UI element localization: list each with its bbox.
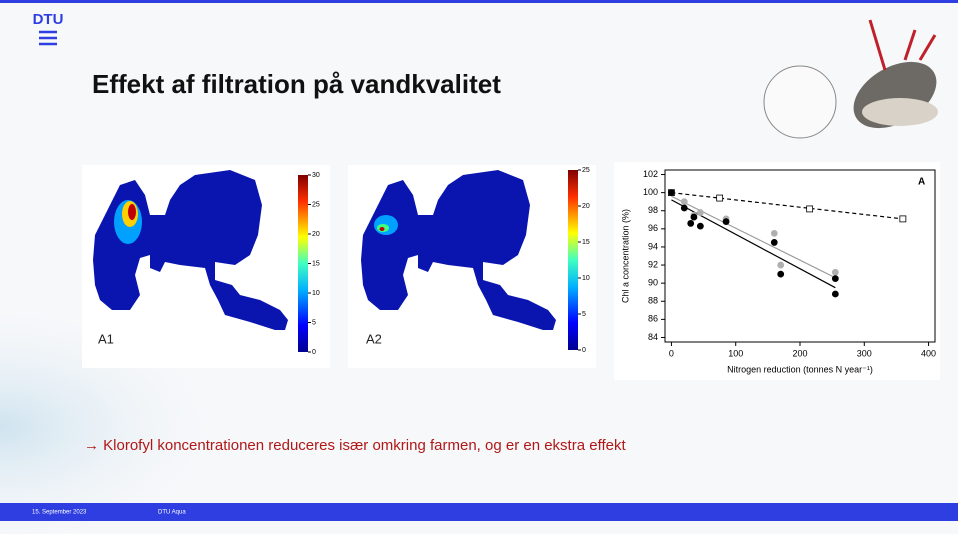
colorbar-tick-label: 10 [582, 275, 590, 282]
colorbar-tick-label: 15 [582, 239, 590, 246]
data-point [697, 223, 703, 229]
data-point [771, 239, 777, 245]
colorbar-tick-label: 0 [582, 347, 586, 354]
x-tick-label: 300 [857, 348, 872, 358]
map-label: A2 [366, 331, 382, 346]
slide: DTU Effekt af filtration på vandkvalitet… [0, 0, 958, 534]
data-point [778, 262, 784, 268]
data-point [778, 271, 784, 277]
colorbar-tick-label: 15 [312, 260, 320, 267]
map-label: A1 [98, 331, 114, 346]
data-point [668, 190, 674, 196]
y-tick-label: 94 [648, 241, 658, 251]
data-point [900, 216, 906, 222]
data-point [832, 269, 838, 275]
y-tick-label: 88 [648, 296, 658, 306]
colorbar-tick-label: 10 [312, 290, 320, 297]
data-point [681, 199, 687, 205]
slide-title: Effekt af filtration på vandkvalitet [92, 69, 501, 99]
y-tick-label: 86 [648, 314, 658, 324]
data-point [688, 220, 694, 226]
top-bar [0, 0, 958, 3]
colorbar-tick-label: 25 [312, 201, 320, 208]
y-tick-label: 98 [648, 205, 658, 215]
data-point [832, 276, 838, 282]
footer-date: 15. September 2023 [32, 510, 87, 516]
colorbar-tick-label: 30 [312, 172, 320, 179]
map-hotspot [114, 200, 142, 244]
body-text: → Klorofyl koncentrationen reduceres isæ… [84, 437, 626, 454]
x-tick-label: 0 [669, 348, 674, 358]
y-tick-label: 84 [648, 332, 658, 342]
y-tick-label: 92 [648, 259, 658, 269]
x-tick-label: 400 [921, 348, 936, 358]
colorbar-tick-label: 0 [312, 349, 316, 356]
x-tick-label: 200 [792, 348, 807, 358]
y-tick-label: 90 [648, 278, 658, 288]
colorbar-tick-label: 5 [312, 319, 316, 326]
data-point [697, 210, 703, 216]
data-point [807, 206, 813, 212]
chart-panel [614, 162, 940, 380]
y-tick-label: 96 [648, 223, 658, 233]
colorbar [568, 170, 578, 350]
map-hotspot [374, 215, 398, 235]
y-tick-label: 100 [643, 187, 658, 197]
data-point [717, 195, 723, 201]
footer-unit: DTU Aqua [158, 510, 186, 516]
colorbar-tick-label: 20 [582, 203, 590, 210]
logo: DTU [33, 11, 64, 28]
x-axis-label: Nitrogen reduction (tonnes N year⁻¹) [727, 364, 873, 374]
data-point [771, 230, 777, 236]
colorbar-tick-label: 5 [582, 311, 586, 318]
y-axis-label: Chl a concentration (%) [620, 209, 630, 303]
colorbar-tick-label: 20 [312, 231, 320, 238]
data-point [723, 219, 729, 225]
x-tick-label: 100 [728, 348, 743, 358]
footer-bar [0, 503, 958, 521]
data-point [681, 205, 687, 211]
panel-label: A [918, 177, 925, 188]
data-point [691, 214, 697, 220]
y-tick-label: 102 [643, 169, 658, 179]
colorbar-tick-label: 25 [582, 167, 590, 174]
data-point [832, 291, 838, 297]
colorbar [298, 175, 308, 352]
